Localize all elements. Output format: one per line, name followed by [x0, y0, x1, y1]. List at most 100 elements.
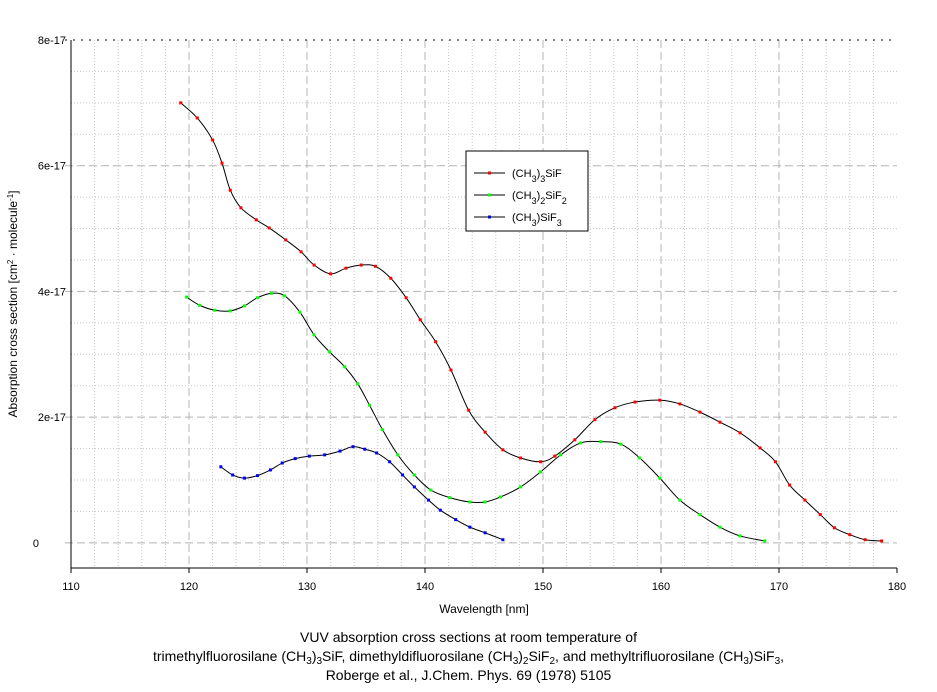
- data-point: [573, 438, 577, 442]
- caption-segment: ): [518, 648, 523, 664]
- data-point: [312, 333, 316, 337]
- data-point: [519, 456, 523, 460]
- text-segment: ): [537, 168, 541, 180]
- data-point: [613, 406, 617, 410]
- data-point: [579, 441, 583, 445]
- legend-marker: [488, 193, 491, 197]
- data-point: [363, 447, 367, 451]
- data-point: [434, 340, 438, 344]
- data-point: [381, 428, 385, 432]
- caption-segment: 3: [316, 656, 323, 667]
- data-point: [539, 460, 543, 464]
- data-point: [179, 101, 183, 105]
- text-segment: 2: [6, 259, 15, 264]
- data-point: [242, 476, 246, 480]
- caption-line: VUV absorption cross sections at room te…: [0, 628, 937, 647]
- data-point: [678, 498, 682, 502]
- y-tick-label: 8e-17: [38, 35, 66, 47]
- y-tick-label: 0: [33, 538, 39, 550]
- data-point: [818, 513, 822, 517]
- data-point: [255, 474, 259, 478]
- text-segment: -1: [6, 193, 15, 201]
- data-point: [323, 453, 327, 457]
- data-point: [738, 534, 742, 538]
- text-segment: 3: [532, 196, 537, 206]
- data-point: [284, 238, 288, 242]
- caption-segment: 2: [549, 656, 556, 667]
- data-point: [239, 206, 243, 210]
- data-point: [375, 451, 379, 455]
- data-point: [718, 420, 722, 424]
- data-point: [412, 473, 416, 477]
- data-point: [293, 457, 297, 461]
- data-point: [633, 400, 637, 404]
- caption-segment: ): [311, 648, 317, 664]
- data-point: [559, 453, 563, 457]
- text-segment: Absorption cross section [cm: [6, 264, 20, 417]
- text-segment: 3: [540, 174, 545, 184]
- caption-line: Roberge et al., J.Chem. Phys. 69 (1978) …: [0, 666, 937, 685]
- data-point: [698, 410, 702, 414]
- data-point: [467, 408, 471, 412]
- data-point: [312, 263, 316, 267]
- data-point: [351, 445, 355, 449]
- text-segment: 3: [557, 218, 562, 228]
- data-point: [599, 440, 603, 444]
- data-point: [553, 454, 557, 458]
- x-tick-label: 120: [180, 581, 198, 593]
- data-point: [454, 518, 458, 522]
- data-point: [298, 310, 302, 314]
- legend-marker: [488, 171, 491, 175]
- data-point: [267, 226, 271, 230]
- series-1: [185, 291, 767, 543]
- data-point: [368, 403, 372, 407]
- caption-segment: ,: [780, 648, 785, 664]
- data-point: [499, 495, 503, 499]
- data-point: [404, 296, 408, 300]
- data-point: [803, 498, 807, 502]
- caption-segment: , and methyltrifluorosilane (CH: [555, 648, 744, 664]
- data-point: [280, 461, 284, 465]
- series-0: [179, 101, 884, 543]
- caption-segment: 3: [774, 656, 781, 667]
- caption-segment: VUV absorption cross sections at room te…: [300, 629, 637, 645]
- caption-line: trimethylfluorosilane (CH3)3SiF, dimethy…: [0, 647, 937, 667]
- data-point: [483, 430, 487, 434]
- data-point: [231, 473, 235, 477]
- legend-label: (CH3)3SiF: [512, 168, 562, 184]
- data-point: [412, 485, 416, 489]
- data-point: [299, 250, 303, 254]
- data-point: [468, 525, 472, 529]
- data-point: [219, 465, 223, 469]
- text-segment: 3: [532, 174, 537, 184]
- data-point: [698, 513, 702, 517]
- x-axis-label: Wavelength [nm]: [439, 602, 529, 616]
- data-point: [758, 446, 762, 450]
- text-segment: SiF: [545, 190, 562, 202]
- caption-segment: Roberge et al., J.Chem. Phys. 69 (1978) …: [325, 667, 612, 683]
- caption-segment: SiF, dimethyldifluorosilane (CH: [322, 648, 513, 664]
- data-point: [832, 526, 836, 530]
- text-segment: (CH: [512, 168, 532, 180]
- data-point: [427, 498, 431, 502]
- data-point: [254, 218, 258, 222]
- series-line: [220, 446, 504, 541]
- text-segment: )SiF: [537, 212, 557, 224]
- data-point: [211, 138, 215, 142]
- data-point: [213, 308, 217, 312]
- data-point: [401, 473, 405, 477]
- caption-segment: )SiF: [748, 648, 775, 664]
- legend-box: [465, 150, 589, 232]
- y-axis-label: Absorption cross section [cm2 · molecule…: [6, 190, 21, 417]
- data-point: [338, 449, 342, 453]
- y-tick-label: 6e-17: [38, 161, 66, 173]
- data-point: [449, 368, 453, 372]
- data-point: [788, 483, 792, 487]
- x-tick-label: 160: [652, 581, 670, 593]
- x-tick-label: 140: [416, 581, 434, 593]
- data-point: [373, 264, 377, 268]
- caption-segment: 3: [743, 656, 749, 667]
- text-segment: · molecule: [6, 201, 20, 260]
- text-segment: SiF: [545, 168, 562, 180]
